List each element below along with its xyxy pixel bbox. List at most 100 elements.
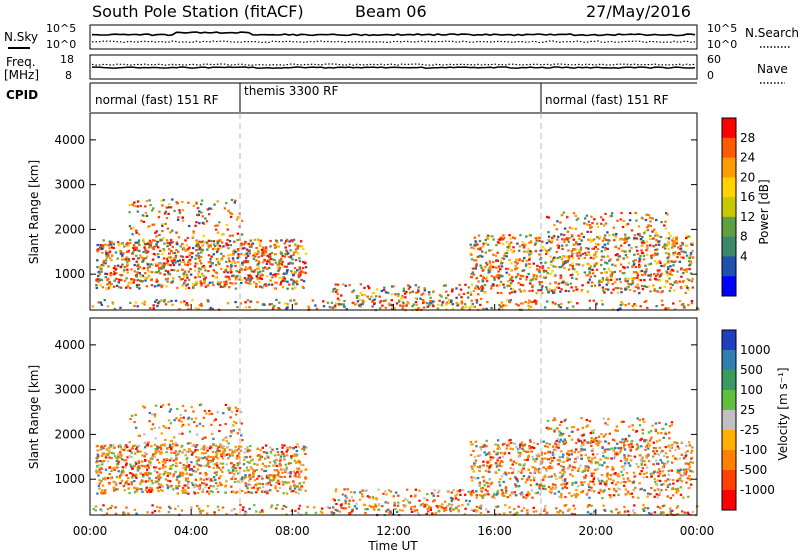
power-cell <box>126 271 129 274</box>
velocity-cell <box>98 482 102 485</box>
power-cell <box>226 243 230 246</box>
velocity-cell <box>140 460 144 463</box>
velocity-cell <box>332 498 335 501</box>
power-cell <box>237 255 240 258</box>
power-cell <box>220 233 224 236</box>
velocity-cell <box>450 499 453 503</box>
power-cell <box>550 289 554 292</box>
velocity-cell <box>178 450 181 453</box>
power-cell <box>671 283 674 287</box>
velocity-cell <box>504 491 508 495</box>
power-cell <box>593 275 597 278</box>
power-cell <box>542 276 546 279</box>
power-cell <box>658 279 662 282</box>
velocity-cell <box>497 445 500 448</box>
power-cell <box>361 293 364 297</box>
velocity-cell <box>137 444 141 447</box>
power-cell <box>578 237 581 240</box>
velocity-cell <box>95 464 99 468</box>
power-cell <box>634 266 638 269</box>
power-cell <box>571 227 574 230</box>
power-cell <box>406 301 409 304</box>
power-cell <box>571 265 574 268</box>
power-cell <box>609 273 613 276</box>
power-cell <box>489 268 492 271</box>
velocity-cell <box>512 442 515 445</box>
velocity-cell <box>661 505 665 508</box>
power-cell <box>589 226 592 229</box>
velocity-cell <box>263 469 266 473</box>
power-cell <box>335 289 339 292</box>
velocity-cell <box>496 457 499 460</box>
velocity-cell <box>489 482 493 485</box>
power-cell <box>600 258 603 261</box>
velocity-cell <box>269 451 273 454</box>
power-cell <box>391 285 394 288</box>
power-cell <box>216 241 219 244</box>
velocity-cell <box>137 461 141 464</box>
velocity-cell <box>600 432 603 436</box>
power-y-tick-label: 1000 <box>54 267 85 281</box>
power-cell <box>580 232 583 235</box>
power-cell <box>564 289 568 292</box>
power-cell <box>527 248 530 251</box>
velocity-cell <box>641 467 644 470</box>
velocity-cell <box>482 460 485 463</box>
velocity-cell <box>215 487 218 491</box>
velocity-cell <box>558 434 561 437</box>
power-cell <box>673 289 676 292</box>
power-cell <box>108 256 112 260</box>
power-cell <box>334 306 337 309</box>
power-cell <box>428 291 431 294</box>
power-cell <box>469 293 473 296</box>
power-cell <box>165 239 169 242</box>
power-cell <box>420 293 423 296</box>
velocity-cell <box>457 504 460 507</box>
power-cell <box>334 304 337 307</box>
velocity-cell <box>688 474 691 478</box>
power-cell <box>138 272 141 275</box>
power-cell <box>184 249 187 252</box>
velocity-cell <box>571 469 574 472</box>
power-cell <box>118 286 121 289</box>
power-cell <box>622 219 625 223</box>
velocity-cell <box>350 511 353 514</box>
velocity-cell <box>658 468 661 471</box>
power-cell <box>552 259 555 262</box>
power-cell <box>185 244 188 247</box>
date-label: 27/May/2016 <box>586 2 691 21</box>
velocity-cell <box>126 449 130 452</box>
velocity-cell <box>215 462 219 465</box>
power-cell <box>102 261 105 264</box>
power-cell <box>649 220 652 223</box>
velocity-cell <box>436 505 439 508</box>
velocity-cell <box>550 491 553 494</box>
power-cell <box>572 289 575 292</box>
velocity-cell <box>683 473 686 476</box>
velocity-cell <box>196 504 199 508</box>
power-cell <box>258 277 262 280</box>
power-cell <box>656 234 659 237</box>
velocity-cell <box>666 484 669 487</box>
power-cell <box>220 246 223 249</box>
velocity-cell <box>484 488 487 491</box>
velocity-cell <box>337 499 340 502</box>
velocity-cell <box>270 504 274 507</box>
power-cell <box>161 204 164 207</box>
power-cell <box>469 243 472 246</box>
velocity-cell <box>655 462 659 465</box>
velocity-cell <box>214 482 218 485</box>
velocity-cell <box>195 455 198 459</box>
power-cell <box>198 246 202 249</box>
velocity-cell <box>246 487 249 490</box>
power-cell <box>340 294 343 297</box>
velocity-cell <box>600 440 603 443</box>
power-cell <box>161 252 164 256</box>
power-cell <box>293 299 296 302</box>
power-cell <box>133 304 136 307</box>
velocity-cell <box>496 459 499 462</box>
power-cell <box>250 270 253 273</box>
nsky-panel <box>89 24 698 50</box>
power-cell <box>253 269 257 272</box>
velocity-cell <box>177 505 180 508</box>
